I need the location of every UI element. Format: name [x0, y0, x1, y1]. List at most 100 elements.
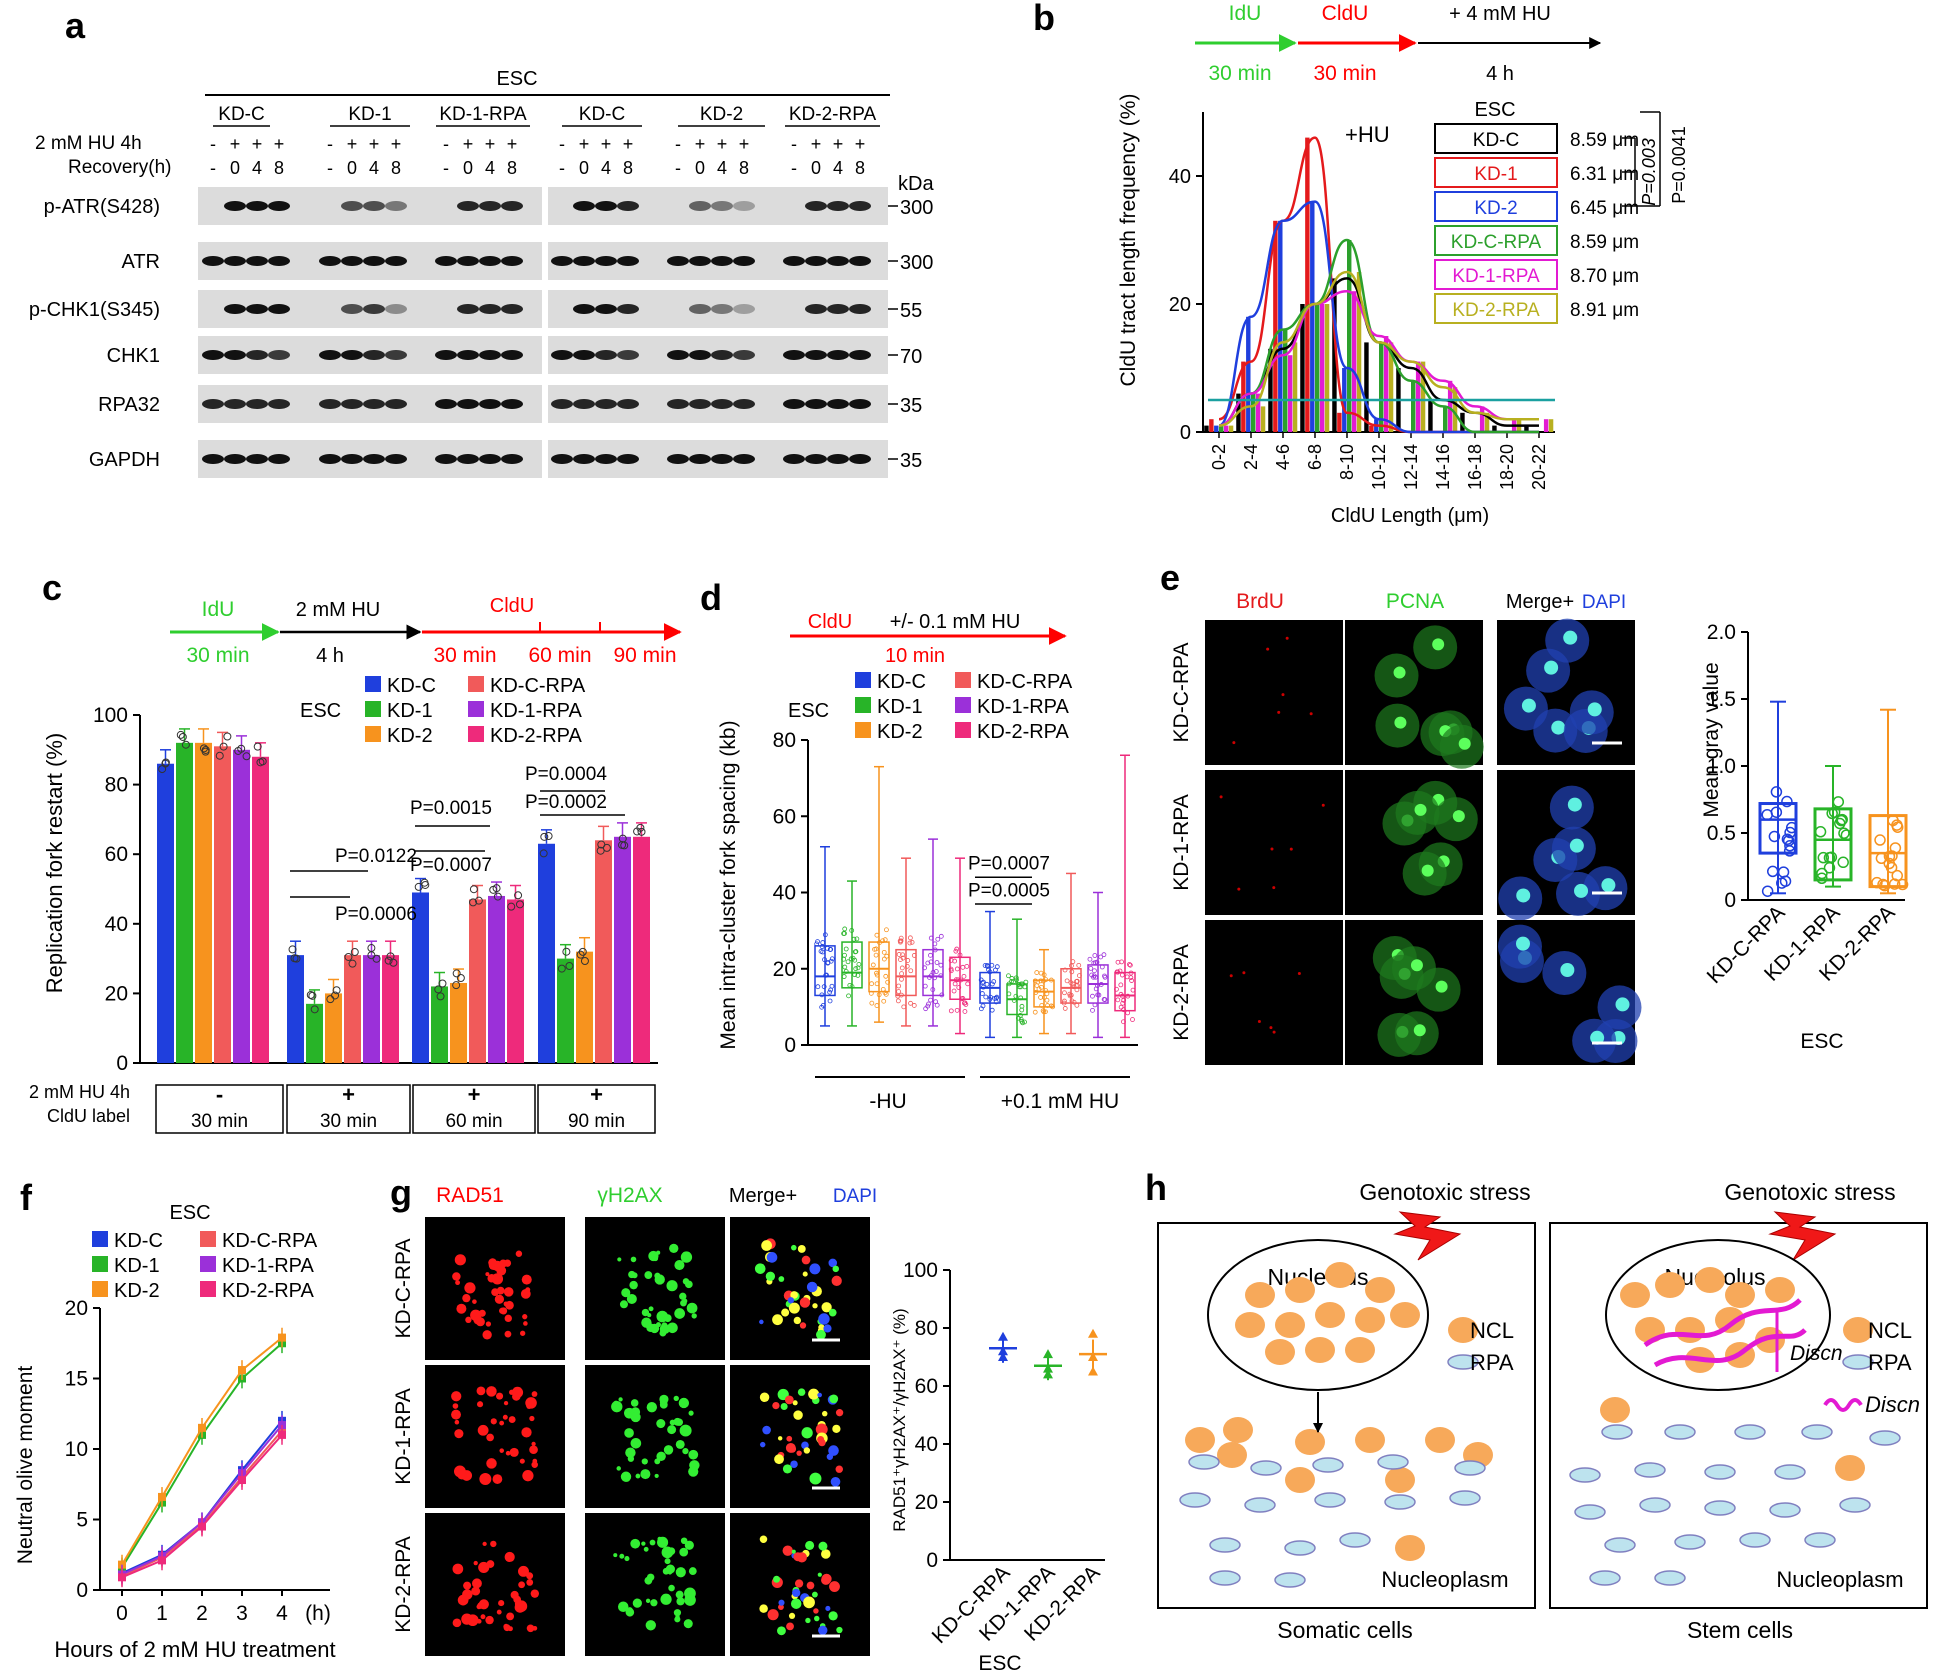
g-focus — [664, 1558, 671, 1565]
b-bar — [1379, 342, 1384, 432]
g-focus — [630, 1412, 641, 1423]
e-point — [1878, 879, 1891, 892]
blot-band — [733, 304, 755, 314]
c-point — [310, 1005, 319, 1014]
hu-sign: + — [739, 134, 750, 154]
c-scheme-idu: IdU — [202, 598, 235, 621]
g-focus — [790, 1598, 802, 1609]
marker-label: 70 — [900, 346, 922, 368]
g-focus — [485, 1321, 492, 1327]
ncl-protein — [1365, 1277, 1395, 1303]
c-legend-swatch — [468, 726, 484, 742]
c-point — [367, 944, 376, 953]
ncl-protein — [1185, 1427, 1215, 1453]
d-point — [980, 1003, 986, 1009]
b-legend-box — [1434, 259, 1558, 290]
blot-band — [595, 350, 617, 360]
d-point — [948, 966, 954, 972]
blot-band — [827, 201, 849, 211]
hu-sign: + — [463, 134, 474, 154]
blot-band — [341, 399, 363, 409]
b-bar — [1332, 278, 1337, 432]
g-focus — [616, 1466, 621, 1471]
c-point — [636, 823, 645, 832]
panel-letter-d: d — [700, 577, 722, 618]
g-row-label: KD-1-RPA — [392, 1388, 415, 1484]
c-condition-label: 30 min — [320, 1111, 377, 1132]
b-xtick-label: 16-18 — [1465, 444, 1485, 490]
g-focus — [499, 1448, 505, 1453]
blot-band — [551, 399, 573, 409]
d-point — [1009, 979, 1014, 984]
g-focus — [490, 1418, 497, 1425]
d-point — [1087, 956, 1093, 962]
g-focus — [504, 1330, 512, 1338]
e-signal — [1615, 997, 1630, 1012]
c-ytick-label: 20 — [105, 982, 128, 1005]
g-focus — [630, 1538, 641, 1549]
d-point — [957, 952, 963, 958]
c-point — [332, 986, 341, 995]
stem-nucleolus — [1605, 1239, 1831, 1391]
g-focus — [472, 1578, 482, 1589]
g-focus — [684, 1540, 694, 1550]
hu-sign: + — [230, 134, 241, 154]
blot-band — [246, 201, 268, 211]
b-bar — [1484, 412, 1490, 432]
d-point — [909, 939, 915, 945]
g-focus — [766, 1252, 778, 1263]
panel-letter-a: a — [65, 5, 86, 46]
blot-band — [457, 304, 479, 314]
b-legend-mean: 8.91 μm — [1570, 300, 1639, 321]
d-point — [1043, 977, 1049, 983]
g-focus — [624, 1428, 634, 1438]
e-point — [1761, 808, 1773, 821]
g-focus — [480, 1614, 486, 1620]
recovery-value: - — [443, 158, 449, 178]
g-focus — [794, 1579, 804, 1588]
c-point — [326, 995, 335, 1004]
d-point — [854, 936, 860, 942]
g-focus — [826, 1453, 834, 1460]
d-point — [876, 992, 882, 998]
c-legend-label: KD-2-RPA — [490, 725, 583, 747]
d-point — [1038, 995, 1043, 1000]
c-point — [544, 832, 553, 841]
d-legend-label: KD-2-RPA — [977, 721, 1070, 743]
g-focus — [635, 1473, 641, 1479]
d-point — [1039, 1003, 1045, 1008]
b-xtick-label: 6-8 — [1305, 444, 1325, 470]
g-focus — [629, 1280, 638, 1290]
e-signal — [1229, 974, 1233, 978]
g-focus — [787, 1297, 795, 1304]
marker-label: 55 — [900, 300, 922, 322]
blot-band — [479, 201, 501, 211]
d-point — [1038, 978, 1044, 984]
ncl-protein — [1620, 1282, 1650, 1308]
e-point — [1837, 856, 1849, 869]
b-bar — [1278, 220, 1283, 432]
blot-band — [341, 304, 363, 314]
d-point — [1125, 1010, 1131, 1016]
blot-band — [827, 304, 849, 314]
hu-sign: - — [210, 134, 216, 154]
ncl-protein — [1715, 1307, 1745, 1333]
d-point — [899, 965, 905, 971]
d-point — [1091, 974, 1096, 980]
d-point — [1118, 1004, 1124, 1010]
g-focus — [526, 1403, 533, 1409]
b-legend-label: KD-C — [1473, 130, 1519, 151]
g-focus — [531, 1461, 538, 1468]
blot-band — [667, 399, 689, 409]
hu-sign: - — [791, 134, 797, 154]
g-focus — [641, 1541, 646, 1546]
d-point — [935, 936, 941, 942]
hu-sign: + — [252, 134, 263, 154]
g-focus — [657, 1536, 662, 1542]
g-focus — [816, 1329, 826, 1340]
b-bar — [1492, 425, 1497, 432]
c-row-hu: 2 mM HU 4h — [29, 1082, 130, 1102]
rpa-protein — [1574, 1504, 1606, 1520]
d-legend-swatch — [855, 672, 871, 688]
d-point — [814, 941, 820, 947]
